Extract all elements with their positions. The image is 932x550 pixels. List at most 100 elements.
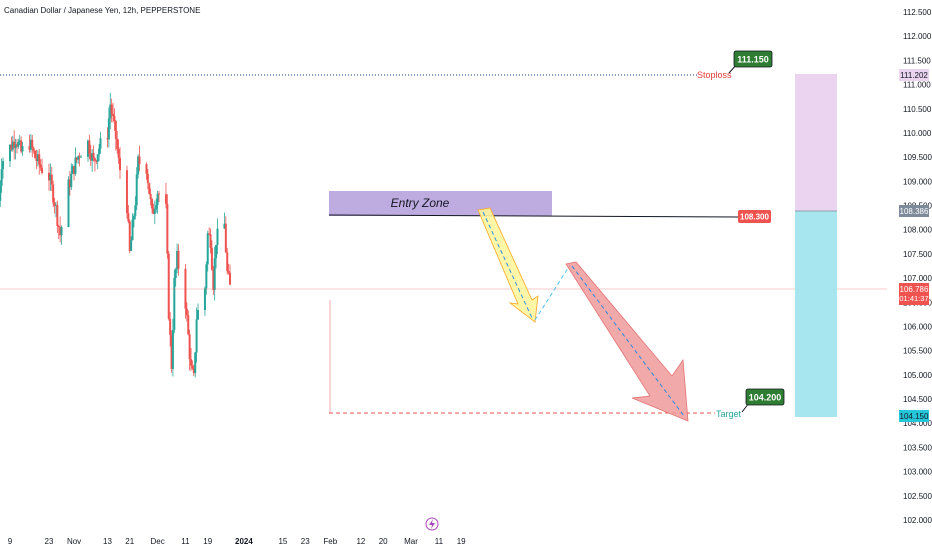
candle — [119, 157, 122, 171]
candle — [18, 140, 21, 143]
x-tick-label: Nov — [67, 537, 81, 546]
candle — [39, 164, 42, 168]
take-profit-zone[interactable] — [795, 211, 837, 417]
candlestick-series — [0, 92, 232, 378]
candle — [226, 252, 229, 272]
stop-loss-zone[interactable] — [795, 74, 837, 211]
x-tick-label: Feb — [323, 537, 337, 546]
candle — [74, 157, 77, 174]
stop-price-tag-text: 111.202 — [900, 71, 928, 80]
candle — [28, 146, 31, 150]
y-tick-label: 103.000 — [903, 468, 932, 477]
candle — [176, 250, 179, 270]
y-tick-label: 104.500 — [903, 395, 932, 404]
candle — [173, 278, 176, 330]
candle — [208, 233, 211, 235]
candle — [67, 179, 70, 228]
candle — [35, 157, 38, 162]
candle — [196, 310, 199, 320]
candle — [125, 170, 128, 214]
entry-zone-box[interactable] — [329, 191, 552, 216]
candle — [151, 199, 154, 209]
candle — [96, 154, 99, 162]
candle — [88, 140, 91, 155]
target-value-box — [745, 388, 785, 406]
y-tick-label: 110.000 — [903, 129, 932, 138]
candle — [229, 272, 232, 285]
current-price-tag — [899, 283, 929, 305]
candle — [10, 144, 13, 150]
y-tick-label: 106.000 — [903, 322, 932, 331]
entry-line[interactable] — [328, 214, 739, 218]
y-tick-label: 102.000 — [903, 516, 932, 525]
candle — [70, 173, 73, 188]
candle — [135, 174, 138, 206]
y-tick-label: 107.500 — [903, 250, 932, 259]
candle — [190, 359, 193, 366]
candle — [164, 194, 167, 204]
candle — [92, 153, 95, 159]
x-tick-label: 23 — [301, 537, 310, 546]
candle — [187, 315, 190, 335]
candle — [131, 219, 134, 241]
candle — [34, 150, 37, 158]
candle — [49, 174, 52, 181]
candle — [57, 225, 60, 228]
candle — [109, 104, 112, 119]
stoploss-value: 111.150 — [737, 55, 769, 65]
candle — [157, 193, 160, 195]
y-tick-label: 105.500 — [903, 347, 932, 356]
projection-path-1 — [482, 211, 533, 319]
target-value: 104.200 — [749, 393, 782, 403]
candle — [113, 115, 116, 122]
candle — [223, 223, 226, 229]
x-tick-label: 19 — [457, 537, 466, 546]
candle — [170, 334, 173, 369]
candle — [206, 233, 209, 265]
candle — [21, 146, 24, 152]
x-tick-label: 9 — [8, 537, 13, 546]
y-tick-label: 111.000 — [903, 81, 931, 90]
candle — [71, 166, 74, 174]
candle — [171, 329, 174, 369]
candle — [41, 167, 44, 173]
candle — [95, 160, 98, 162]
stoploss-value-box — [733, 50, 773, 68]
candle — [149, 193, 152, 200]
target-price-tag-text: 104.150 — [900, 412, 929, 421]
candle — [148, 183, 151, 194]
y-tick-label: 109.500 — [903, 153, 932, 162]
candle — [14, 144, 17, 148]
candle — [212, 269, 215, 290]
x-tick-label: 12 — [356, 537, 365, 546]
time-axis[interactable]: 9 23 Nov 13 21 Dec 11 19 2024 15 23 Feb 12 20 Mar 11 19 — [8, 537, 466, 546]
chart-title: Canadian Dollar / Japanese Yen, 12h, PEP… — [4, 6, 200, 15]
y-tick-label: 108.000 — [903, 226, 932, 235]
candle — [195, 319, 198, 353]
candle — [9, 144, 11, 162]
yellow-arrow[interactable] — [477, 207, 539, 323]
candle — [209, 234, 212, 248]
projection-path-2 — [534, 264, 571, 321]
candle — [77, 156, 80, 160]
entry-price-tag-text: 108.386 — [900, 207, 929, 216]
candle — [32, 148, 35, 151]
lightning-icon[interactable] — [425, 517, 439, 531]
x-tick-label: 23 — [45, 537, 54, 546]
candle — [17, 142, 20, 147]
x-tick-label: 11 — [181, 537, 190, 546]
candle — [134, 205, 137, 216]
candle — [112, 113, 115, 116]
candle — [185, 308, 188, 316]
y-tick-label: 111.500 — [903, 56, 931, 65]
candle — [11, 141, 14, 150]
candle — [174, 269, 177, 279]
candle — [192, 368, 195, 374]
candle — [0, 169, 3, 186]
candle — [38, 154, 41, 165]
target-price-tag — [899, 410, 929, 422]
countdown-text: 01:41:37 — [899, 294, 928, 303]
y-tick-label: 109.000 — [903, 177, 932, 186]
candle — [47, 172, 50, 181]
